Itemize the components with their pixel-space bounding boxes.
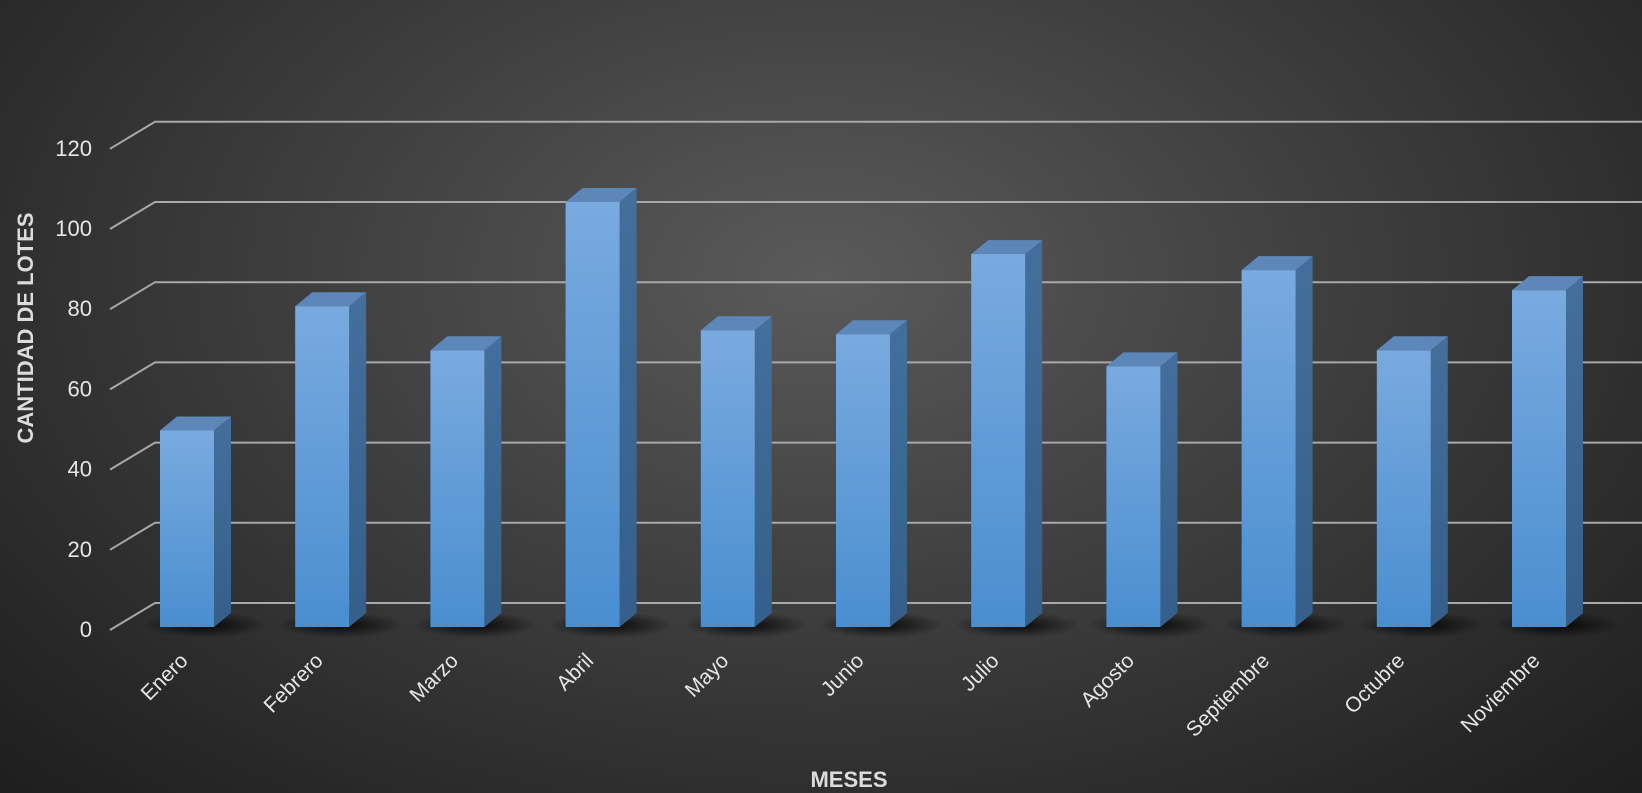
- bar-top-face: [160, 416, 231, 431]
- bar: [1512, 276, 1583, 627]
- gridline: [109, 201, 1642, 230]
- bar: [1106, 352, 1178, 627]
- bar-front-face: [1106, 366, 1161, 627]
- bar: [295, 292, 367, 627]
- y-axis-ticks: 0 20 40 60 80 100 120: [55, 136, 92, 642]
- bar-top-face: [1376, 336, 1448, 351]
- y-tick-label: 40: [68, 457, 92, 482]
- bar-front-face: [700, 330, 755, 627]
- x-tick-label: Julio: [957, 649, 1004, 696]
- bar-side-face: [1160, 352, 1178, 627]
- bar-top-face: [565, 187, 637, 202]
- bar-top-face: [430, 336, 502, 351]
- x-tick-label: Junio: [817, 649, 869, 701]
- x-axis-title: MESES: [810, 767, 887, 792]
- bar: [971, 240, 1043, 627]
- bar-front-face: [430, 350, 485, 627]
- bar-side-face: [484, 336, 502, 627]
- bar-front-face: [1241, 270, 1296, 627]
- bar-top-face: [836, 320, 907, 335]
- y-tick-label: 20: [68, 537, 92, 562]
- x-axis-labels: Enero Febrero Marzo Abril Mayo Junio Julio Agos…: [137, 649, 1545, 741]
- bar-front-face: [1376, 350, 1431, 627]
- bar-side-face: [1566, 276, 1583, 627]
- x-tick-label: Noviembre: [1456, 649, 1544, 737]
- bar-side-face: [1025, 240, 1043, 627]
- bar-front-face: [295, 306, 350, 627]
- x-tick-label: Agosto: [1076, 649, 1139, 712]
- bar: [836, 320, 907, 627]
- bar: [565, 187, 637, 627]
- y-axis-title: CANTIDAD DE LOTES: [13, 213, 38, 444]
- bar-front-face: [971, 254, 1026, 627]
- bar-top-face: [1241, 256, 1313, 271]
- y-tick-label: 120: [55, 136, 92, 161]
- bar: [430, 336, 502, 627]
- bar: [160, 416, 231, 627]
- x-tick-label: Enero: [137, 649, 193, 705]
- bar-side-face: [619, 187, 637, 627]
- gridline: [109, 120, 1642, 150]
- x-tick-label: Mayo: [681, 649, 734, 702]
- bar: [1376, 336, 1448, 627]
- x-tick-label: Febrero: [259, 649, 327, 717]
- x-tick-label: Abril: [552, 649, 598, 695]
- bar-side-face: [349, 292, 367, 627]
- gridlines: [109, 120, 1642, 631]
- x-tick-label: Septiembre: [1182, 649, 1274, 741]
- x-tick-label: Marzo: [405, 649, 463, 707]
- y-tick-label: 80: [68, 296, 92, 321]
- bar: [700, 316, 772, 627]
- bar-front-face: [160, 430, 214, 627]
- gridline: [109, 281, 1642, 311]
- bar-side-face: [754, 316, 772, 627]
- bar-top-face: [1106, 352, 1178, 367]
- bar-side-face: [1430, 336, 1448, 627]
- bar-side-face: [1295, 256, 1313, 627]
- bar-top-face: [295, 292, 367, 307]
- y-tick-label: 0: [80, 617, 92, 642]
- bar-front-face: [565, 201, 620, 627]
- bars: [160, 187, 1583, 627]
- bar-top-face: [700, 316, 772, 331]
- bar: [1241, 256, 1313, 627]
- bar-side-face: [890, 320, 907, 627]
- bar-top-face: [971, 240, 1043, 255]
- bar-front-face: [1512, 290, 1566, 627]
- y-tick-label: 100: [55, 216, 92, 241]
- y-tick-label: 60: [68, 376, 92, 401]
- bar-side-face: [214, 416, 231, 627]
- x-tick-label: Octubre: [1340, 649, 1409, 718]
- bar-front-face: [836, 334, 890, 627]
- bar-top-face: [1512, 276, 1583, 291]
